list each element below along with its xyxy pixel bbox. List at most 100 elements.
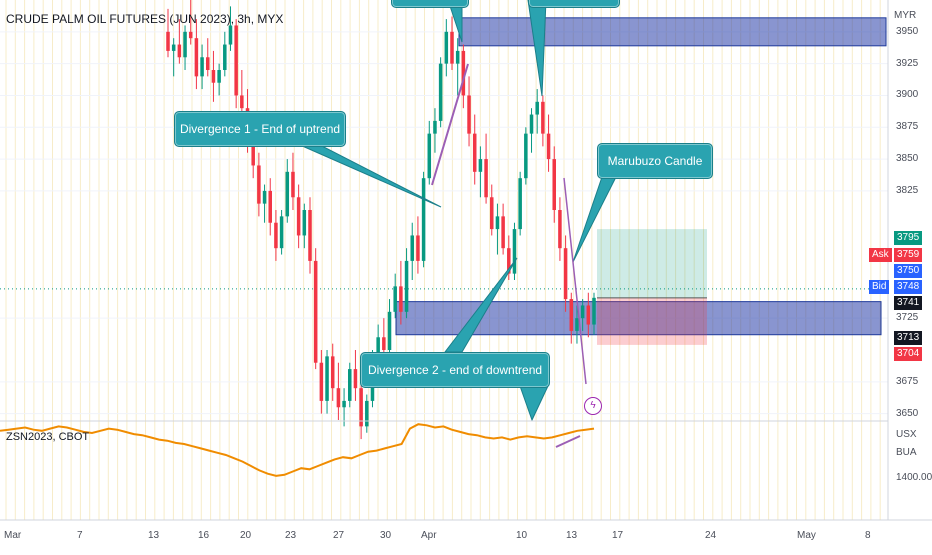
x-tick-label: 27 — [333, 530, 345, 541]
candle-body — [455, 50, 460, 64]
sub-chart-symbol: ZSN2023, CBOT — [6, 431, 90, 443]
candle-body — [308, 210, 312, 261]
divergence-2-lower-pointer — [519, 385, 549, 422]
y-tick-label: 3925 — [896, 57, 919, 69]
callout-marubuzo-text: Marubuzo Candle — [607, 154, 703, 168]
candle-body — [296, 197, 301, 236]
candle-body — [382, 337, 386, 350]
candle-body — [279, 216, 284, 249]
stop-zone — [597, 297, 707, 345]
callout-divergence-2[interactable]: Divergence 2 - end of downtrend — [360, 352, 550, 388]
lightning-icon[interactable]: ϟ — [584, 397, 602, 415]
candle-body — [444, 31, 449, 64]
candle-body — [472, 133, 477, 172]
candle-body — [586, 305, 591, 325]
candle-body — [223, 44, 227, 70]
y-tick-label: 3725 — [896, 312, 919, 324]
candle-body — [251, 140, 255, 166]
candle-body — [410, 235, 415, 261]
candle-body — [484, 159, 488, 198]
candle-body — [399, 286, 403, 312]
y-tick-label: 3950 — [896, 25, 919, 37]
candle-body — [325, 356, 329, 401]
candle-body — [501, 216, 505, 249]
candle-body — [507, 248, 511, 274]
x-tick-label: 24 — [705, 530, 717, 541]
x-tick-label: May — [797, 530, 816, 541]
candle-body — [433, 120, 437, 134]
candle-body — [211, 70, 216, 83]
candle-body — [467, 95, 471, 134]
y-tick-label: 3675 — [896, 375, 919, 387]
candle-body — [188, 31, 193, 39]
candle-body — [257, 165, 261, 204]
resistance-zone — [458, 17, 887, 47]
price-badge: 3704 — [894, 347, 923, 361]
candle-body — [563, 248, 568, 300]
price-badge: 3759 — [894, 248, 923, 262]
candle-body — [569, 299, 574, 331]
candle-body — [291, 171, 295, 198]
candle-body — [166, 31, 170, 51]
candle-body — [194, 38, 199, 77]
candle-body — [234, 25, 238, 96]
candle-body — [330, 356, 335, 389]
x-tick-label: 7 — [77, 530, 83, 541]
candle-body — [478, 159, 483, 172]
y-tick-label: 3825 — [896, 184, 919, 196]
candle-body — [359, 388, 363, 427]
sub-axis-label: BUA — [896, 447, 917, 458]
price-badge: 3741 — [894, 296, 923, 310]
candle-body — [200, 57, 204, 77]
x-tick-label: 13 — [566, 530, 578, 541]
candle-body — [228, 25, 233, 45]
x-tick-label: 30 — [380, 530, 392, 541]
candle-body — [558, 210, 562, 249]
divergence-line-lower — [563, 177, 587, 385]
sub-divergence-line — [555, 435, 581, 448]
x-tick-label: Mar — [4, 530, 22, 541]
candle-body — [205, 57, 210, 70]
candle-body — [387, 311, 392, 350]
candle-body — [421, 178, 426, 261]
candles-layer — [166, 0, 596, 440]
callout-divergence-1[interactable]: Divergence 1 - End of uptrend — [174, 111, 346, 147]
candle-body — [302, 210, 307, 236]
candle-body — [171, 44, 176, 51]
price-tag-ask: Ask — [869, 248, 892, 262]
x-tick-label: 13 — [148, 530, 160, 541]
candle-body — [347, 369, 352, 401]
candle-body — [268, 190, 273, 223]
x-tick-label: 10 — [516, 530, 528, 541]
price-badge: 3795 — [894, 231, 923, 245]
candle-body — [342, 400, 346, 408]
candle-body — [336, 388, 341, 408]
y-tick-label: 3900 — [896, 89, 919, 101]
callout-top-left — [391, 0, 469, 8]
axes-layer — [0, 0, 932, 521]
chart-title: CRUDE PALM OIL FUTURES (JUN 2023), 3h, M… — [6, 12, 284, 26]
candle-body — [575, 318, 579, 331]
candle-body — [535, 101, 539, 115]
candle-body — [529, 114, 534, 134]
y-tick-label: 3875 — [896, 121, 919, 133]
candle-body — [580, 305, 585, 319]
callout-marubuzo[interactable]: Marubuzo Candle — [597, 143, 713, 179]
candle-body — [427, 133, 432, 179]
top-right-pointer — [527, 0, 547, 97]
candle-body — [376, 337, 380, 363]
vertical-grid — [5, 0, 881, 520]
candle-body — [416, 235, 420, 261]
candle-body — [319, 362, 324, 401]
callout-divergence-1-text: Divergence 1 - End of uptrend — [179, 122, 341, 136]
candle-body — [552, 159, 557, 210]
top-left-pointer — [447, 0, 463, 43]
x-tick-label: Apr — [421, 530, 437, 541]
sub-axis-label: USX — [896, 429, 917, 440]
candle-body — [285, 171, 290, 217]
candle-body — [274, 222, 278, 249]
callout-top-right — [528, 0, 620, 8]
candle-body — [495, 216, 500, 230]
